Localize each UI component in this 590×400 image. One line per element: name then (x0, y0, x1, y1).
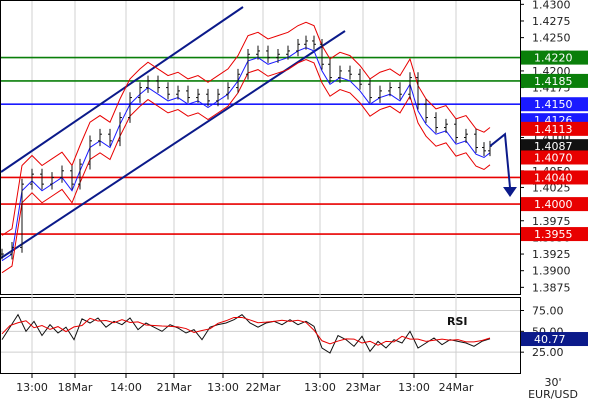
level-tag-box (521, 97, 588, 112)
level-tag-text: 1.4000 (534, 198, 573, 211)
level-tag-box (521, 50, 588, 65)
time-tick-label: 13:00 (207, 381, 239, 394)
rsi-value-box (521, 332, 588, 347)
support-resistance-levels (1, 56, 520, 235)
time-tick-label: 13:00 (398, 381, 430, 394)
price-tick-label: 1.4300 (532, 0, 571, 11)
rsi-value-text: 40.77 (534, 333, 566, 346)
forecast-arrowhead (503, 186, 517, 197)
time-tick-label: 13:00 (304, 381, 336, 394)
price-tag-text: 1.4113 (534, 123, 573, 136)
rsi-label: RSI (447, 315, 468, 328)
price-tag-text: 1.4070 (534, 151, 573, 164)
price-tick-label: 1.3900 (532, 265, 571, 278)
level-tag-text: 1.3955 (534, 228, 573, 241)
rsi-signal-line (1, 316, 491, 346)
price-tick-label: 1.3925 (532, 248, 571, 261)
time-tick-label: 14:00 (110, 381, 142, 394)
level-tag-text: 1.4040 (534, 171, 573, 184)
time-tick-label: 23Mar (346, 381, 381, 394)
time-tick-label: 13:00 (16, 381, 48, 394)
price-tick-label: 1.3975 (532, 215, 571, 228)
bollinger-bands (1, 21, 491, 274)
pair-label: EUR/USD (528, 388, 578, 400)
time-axis: 13:00 18Mar 14:00 21Mar 13:00 22Mar 13:00 23Mar… (16, 374, 474, 394)
trend-channel (0, 6, 346, 259)
price-tag-box (521, 121, 588, 136)
time-tick-label: 21Mar (157, 381, 192, 394)
level-tag-box (521, 170, 588, 185)
time-tick-label: 18Mar (58, 381, 93, 394)
channel-lower-line (0, 30, 346, 259)
price-tick-label: 1.3875 (532, 281, 571, 294)
moving-average (1, 47, 491, 262)
price-panel-frame (0, 0, 521, 295)
rsi-panel-frame (0, 297, 521, 374)
price-tick-label: 1.4250 (532, 32, 571, 45)
level-tag-box (521, 227, 588, 242)
price-tick-label: 1.4275 (532, 15, 571, 28)
price-tag-box (521, 150, 588, 165)
channel-upper-line (0, 6, 244, 173)
time-tick-label: 22Mar (246, 381, 281, 394)
price-tag-box (521, 139, 588, 154)
forecast-path (489, 132, 511, 188)
level-tag-text: 1.4150 (534, 98, 573, 111)
price-bars (0, 35, 492, 260)
rsi-tick-label: 75.00 (532, 305, 564, 318)
level-tag-box (521, 73, 588, 88)
forecast-arrow (489, 132, 517, 197)
level-tag-text: 1.4220 (534, 52, 573, 65)
bollinger-upper (1, 21, 491, 236)
price-tag-text: 1.4087 (534, 140, 573, 153)
rsi-tick-label: 25.00 (532, 346, 564, 359)
time-tick-label: 24Mar (439, 381, 474, 394)
price-tick-label: 1.4025 (532, 181, 571, 194)
bollinger-lower (1, 59, 491, 274)
level-tag-text: 1.4185 (534, 75, 573, 88)
price-tags: 1.4220 1.4185 1.4150 1.4040 1.4000 1.3955 1.41… (521, 50, 588, 242)
timeframe-label: 30' (544, 376, 561, 389)
level-tag-box (521, 197, 588, 212)
